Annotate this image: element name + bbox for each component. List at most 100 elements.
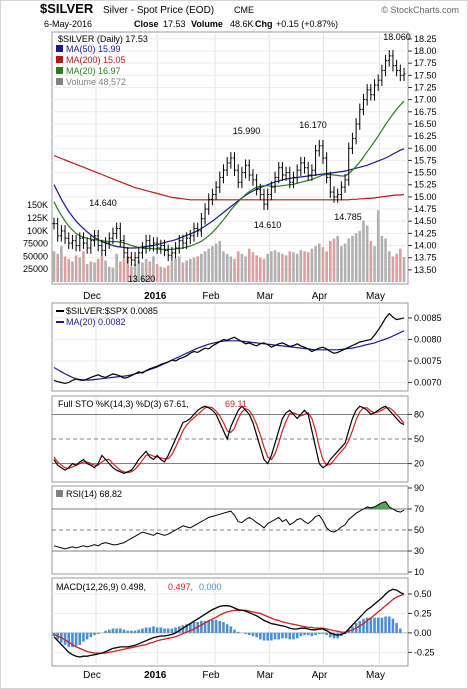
volume-bar	[200, 253, 203, 282]
symbol-title: $SILVER	[40, 1, 94, 16]
macd-histogram-bar	[130, 630, 133, 633]
ma50-line	[53, 148, 405, 249]
macd-histogram-bar	[74, 632, 78, 646]
macd-histogram-bar	[211, 619, 214, 633]
macd-histogram-bar	[96, 632, 100, 634]
legend-entry: MA(50) 15.99	[66, 44, 121, 54]
ma200-line	[53, 155, 405, 201]
macd-histogram-bar	[222, 622, 225, 633]
macd-histogram-bar	[299, 632, 303, 637]
macd-histogram-bar	[233, 629, 236, 633]
volume-bar	[266, 253, 269, 282]
volume-bar	[130, 266, 133, 282]
volume-bar	[218, 241, 222, 282]
volume-bar	[141, 262, 144, 282]
macd-histogram-bar	[270, 632, 273, 641]
rsi-line	[53, 501, 405, 550]
volume-bar	[343, 243, 347, 282]
macd-histogram-bar	[133, 630, 137, 633]
legend-entry: MA(20) 16.97	[66, 66, 121, 76]
volume-bar	[236, 251, 240, 282]
volume-bar	[244, 256, 247, 282]
macd-histogram-bar	[225, 624, 229, 633]
quote-date: 6-May-2016	[44, 19, 92, 29]
price-axis-tick-label: 16.00	[414, 143, 437, 153]
volume-bar	[89, 261, 93, 282]
macd-histogram-bar	[82, 632, 85, 642]
rsi-axis-tick-label: 50	[414, 525, 424, 535]
macd-histogram-bar	[152, 626, 155, 633]
volume-bar	[203, 251, 207, 282]
volume-bar	[174, 258, 177, 282]
exchange-label: CME	[234, 5, 254, 15]
macd-panel-title: MACD(12,26,9) 0.498,	[56, 582, 146, 592]
x-axis-label: Feb	[202, 291, 220, 302]
volume-bar	[284, 255, 288, 282]
volume-bar	[104, 260, 107, 282]
macd-histogram-bar	[365, 617, 369, 633]
legend-entry: Volume 48,572	[66, 77, 126, 87]
volume-bar	[93, 262, 96, 282]
macd-histogram-bar	[115, 628, 118, 633]
macd-histogram-bar	[255, 632, 258, 638]
sto-axis-tick-label: 80	[414, 409, 424, 419]
volume-bar	[159, 266, 163, 282]
macd-histogram-bar	[78, 632, 82, 645]
price-axis-tick-label: 15.50	[414, 168, 437, 178]
price-axis-tick-label: 16.75	[414, 107, 437, 117]
volume-bar	[347, 238, 351, 282]
macd-histogram-bar	[111, 628, 115, 633]
macd-histogram-bar	[295, 632, 299, 639]
volume-bar	[214, 243, 218, 282]
volume-bar	[67, 258, 71, 282]
volume-bar	[325, 251, 328, 282]
price-annotation: 16.170	[299, 120, 327, 130]
volume-bar	[380, 235, 384, 282]
macd-histogram-bar	[281, 632, 284, 639]
macd-histogram-bar	[144, 627, 148, 633]
price-annotation: 14.640	[89, 198, 117, 208]
volume-axis-label: 25000	[23, 264, 48, 274]
volume-bar	[152, 256, 155, 282]
ratio-axis-tick-label: 0.0075	[414, 356, 442, 366]
volume-bar	[107, 266, 111, 282]
volume-bar	[310, 248, 314, 282]
sto-axis-tick-label: 50	[414, 434, 424, 444]
macd-histogram-bar	[251, 632, 255, 637]
volume-bar	[166, 265, 170, 282]
macd-histogram-bar	[177, 626, 181, 633]
volume-bar	[100, 256, 104, 282]
price-axis-tick-label: 13.75	[414, 253, 437, 263]
price-panel: 18.060 16.170 15.990 14.640 14.785 14.610 13.6…	[23, 31, 437, 302]
macd-histogram-bar	[170, 628, 174, 633]
volume-bar	[281, 253, 284, 282]
macd-panel: MACD(12,26,9) 0.498, 0.497, 0.000 0.50 0.25 0…	[51, 577, 435, 667]
x-axis-label: May	[366, 291, 385, 302]
volume-axis-label: 75000	[23, 239, 48, 249]
volume-bar	[148, 261, 152, 282]
price-annotation: 14.610	[254, 220, 282, 230]
volume-bar	[111, 267, 115, 282]
x-axis-label: 2016	[144, 291, 167, 302]
volume-label: Volume	[191, 19, 223, 29]
macd-histogram-bar	[137, 629, 141, 633]
price-axis-tick-label: 15.00	[414, 192, 437, 202]
x-axis-label: Apr	[312, 291, 328, 302]
price-annotation: 13.620	[128, 274, 156, 284]
volume-bar	[126, 256, 129, 282]
macd-histogram-bar	[273, 632, 277, 640]
volume-bar	[229, 256, 233, 282]
volume-bar	[56, 253, 59, 282]
macd-histogram-bar	[358, 620, 362, 633]
x-axis-label-bottom: Apr	[312, 670, 328, 681]
macd-axis-tick-label: 0.00	[414, 628, 432, 638]
volume-bar	[71, 261, 74, 282]
macd-axis-tick-label: 0.25	[414, 608, 432, 618]
price-axis-tick-label: 17.75	[414, 58, 437, 68]
price-axis-tick-label: 17.25	[414, 82, 437, 92]
volume-bar	[170, 261, 174, 282]
price-axis-tick-label: 18.25	[414, 34, 437, 44]
macd-histogram-bar	[67, 632, 71, 648]
price-axis-tick-label: 16.50	[414, 119, 437, 129]
